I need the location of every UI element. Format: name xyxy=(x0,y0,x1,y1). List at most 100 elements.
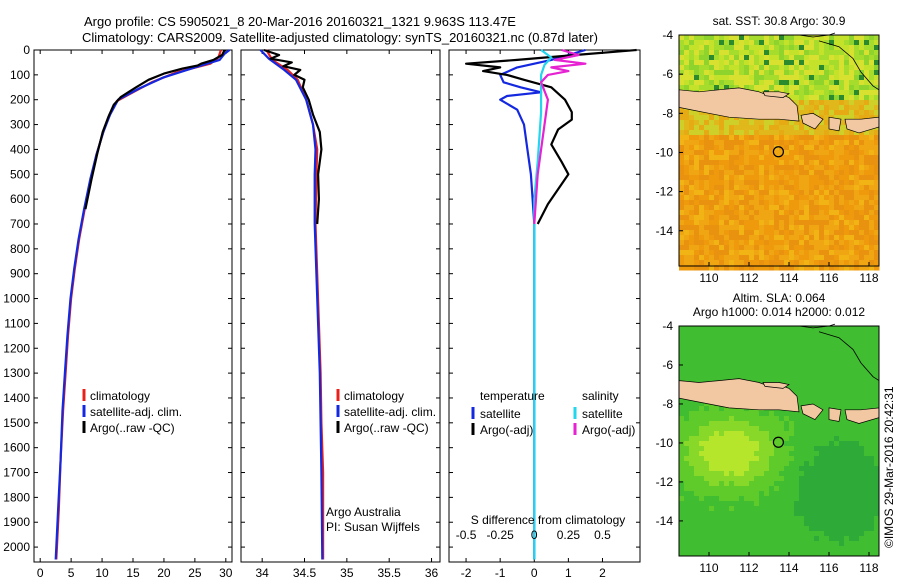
sla-cell xyxy=(849,336,855,342)
sst-cell xyxy=(759,150,765,156)
sla-cell xyxy=(804,536,810,542)
sst-cell xyxy=(854,255,860,261)
sla-cell xyxy=(714,496,720,502)
sla-cell xyxy=(849,531,855,537)
sst-cell xyxy=(749,75,755,81)
sla-cell xyxy=(689,551,695,557)
sla-cell xyxy=(774,526,780,532)
sst-cell xyxy=(784,130,790,136)
sla-cell xyxy=(814,361,820,367)
sst-cell xyxy=(834,130,840,136)
sla-cell xyxy=(829,346,835,352)
sst-cell xyxy=(869,260,875,266)
sst-cell xyxy=(714,45,720,51)
sla-cell xyxy=(794,461,800,467)
sst-cell xyxy=(729,245,735,251)
sla-cell xyxy=(724,526,730,532)
sst-cell xyxy=(699,190,705,196)
sla-cell xyxy=(849,471,855,477)
sst-cell xyxy=(794,150,800,156)
sla-cell xyxy=(789,426,795,432)
sla-cell xyxy=(799,521,805,527)
sst-cell xyxy=(834,75,840,81)
sst-cell xyxy=(719,40,725,46)
sla-cell xyxy=(869,381,875,387)
sst-cell xyxy=(754,210,760,216)
sst-cell xyxy=(779,80,785,86)
sla-cell xyxy=(859,446,865,452)
sla-cell xyxy=(769,426,775,432)
sst-cell xyxy=(704,165,710,171)
sst-cell xyxy=(729,55,735,61)
sla-cell xyxy=(734,531,740,537)
sla-cell xyxy=(844,471,850,477)
sst-cell xyxy=(784,75,790,81)
sst-cell xyxy=(784,205,790,211)
sst-land xyxy=(762,91,790,98)
sst-cell xyxy=(874,45,880,51)
sla-cell xyxy=(769,376,775,382)
sla-cell xyxy=(784,516,790,522)
sla-cell xyxy=(724,411,730,417)
diff-xtick-label: 0 xyxy=(531,566,538,580)
sla-cell xyxy=(764,511,770,517)
sla-cell xyxy=(819,446,825,452)
sla-cell xyxy=(794,471,800,477)
sst-cell xyxy=(834,35,840,41)
sla-cell xyxy=(779,536,785,542)
sst-cell xyxy=(854,45,860,51)
sst-cell xyxy=(794,215,800,221)
sla-cell xyxy=(829,496,835,502)
temp-xtick-label: 30 xyxy=(219,566,233,580)
sla-cell xyxy=(829,331,835,337)
sst-cell xyxy=(869,235,875,241)
sla-cell xyxy=(709,461,715,467)
sst-cell xyxy=(719,145,725,151)
sla-cell xyxy=(759,366,765,372)
sla-cell xyxy=(789,536,795,542)
sst-cell xyxy=(759,35,765,41)
sla-cell xyxy=(764,416,770,422)
sst-cell xyxy=(789,175,795,181)
sla-cell xyxy=(789,476,795,482)
sst-cell xyxy=(774,260,780,266)
sla-cell xyxy=(854,531,860,537)
sla-cell xyxy=(739,341,745,347)
sst-cell xyxy=(824,100,830,106)
sst-map-xtick-label: 118 xyxy=(859,271,878,285)
sla-map-title-2: Argo h1000: 0.014 h2000: 0.012 xyxy=(693,305,865,319)
sla-cell xyxy=(854,336,860,342)
sst-cell xyxy=(709,40,715,46)
sst-cell xyxy=(849,50,855,56)
sla-cell xyxy=(864,536,870,542)
sst-cell xyxy=(859,155,865,161)
sla-cell xyxy=(824,541,830,547)
sla-cell xyxy=(804,381,810,387)
sla-cell xyxy=(754,346,760,352)
sst-cell xyxy=(824,240,830,246)
sst-cell xyxy=(714,135,720,141)
sst-cell xyxy=(869,190,875,196)
temp-xtick-label: 10 xyxy=(95,566,109,580)
sst-cell xyxy=(824,235,830,241)
sla-cell xyxy=(864,391,870,397)
sst-cell xyxy=(749,55,755,61)
sla-map-ytick-label: -12 xyxy=(656,475,674,489)
sst-cell xyxy=(784,240,790,246)
sla-cell xyxy=(829,541,835,547)
sla-cell xyxy=(704,406,710,412)
sst-cell xyxy=(769,140,775,146)
sla-cell xyxy=(814,536,820,542)
sla-cell xyxy=(809,376,815,382)
sla-cell xyxy=(799,476,805,482)
sla-cell xyxy=(764,431,770,437)
sst-cell xyxy=(789,75,795,81)
sla-cell xyxy=(754,366,760,372)
sst-cell xyxy=(819,35,825,41)
sst-cell xyxy=(709,170,715,176)
sla-cell xyxy=(859,496,865,502)
sla-cell xyxy=(809,476,815,482)
sla-cell xyxy=(799,336,805,342)
sst-cell xyxy=(724,40,730,46)
sst-cell xyxy=(744,75,750,81)
